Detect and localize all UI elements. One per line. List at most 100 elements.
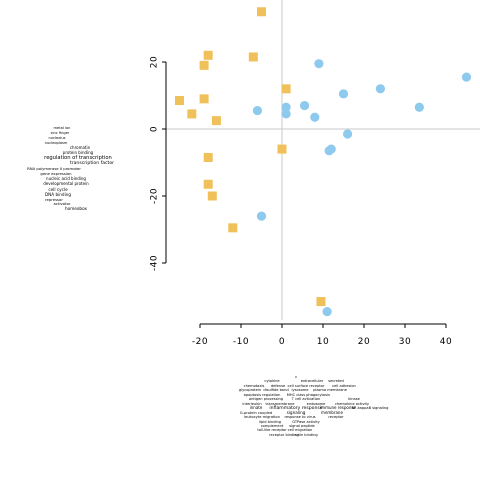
left-cloud-word: gene expression [40,171,72,176]
bottom-cloud-word: receptor [328,415,344,419]
circle-point [314,59,324,69]
bottom-cloud-word: interleukin [242,402,261,406]
bottom-cloud-word: immune response [320,405,356,410]
bottom-cloud-word: apoptosis regulation [244,393,281,397]
square-point [316,297,326,307]
bottom-cloud-word: secreted [328,379,344,383]
bottom-cloud-word: endosome [307,402,327,406]
square-point [203,50,213,60]
bottom-cloud-word: cytokine [264,379,280,383]
bottom-cloud-word: signaling [287,410,306,415]
bottom-cloud-word: membrane [321,410,343,415]
bottom-cloud-word: cell adhesion [332,384,356,388]
x-tick-label: 30 [399,337,411,347]
circle-point [299,100,310,111]
square-point [199,94,209,104]
circle-point [256,211,267,221]
left-cloud-word: cell cycle [48,187,68,192]
bottom-cloud-word: x [295,375,297,379]
bottom-cloud-word: lipid binding [259,420,281,424]
bottom-cloud-word: extracellular [301,379,324,383]
bottom-word-cloud: x cytokine extracellular secreted chemotaxis… [239,375,389,437]
square-point [187,109,197,119]
square-point [248,52,258,62]
x-tick-label: -10 [233,337,249,347]
x-tick-label: 10 [317,337,329,347]
left-cloud-word: nucleic acid binding [46,176,86,181]
bottom-cloud-word: plasma membrane [313,388,348,392]
square-point [175,96,184,106]
bottom-cloud-word: kinase [348,397,360,401]
bottom-cloud-word: glycoprotein [239,388,261,392]
left-cloud-word: regulation of transcription [44,155,112,161]
square-point [199,60,209,70]
square-point [203,152,213,162]
square-point [257,7,266,17]
bottom-cloud-word: cell migration [288,428,313,432]
x-tick-label: 20 [358,337,370,347]
bottom-cloud-word: defense [271,384,286,388]
square-point [277,144,287,154]
circle-point [322,306,332,317]
square-point [203,179,213,189]
y-tick-label: -20 [150,188,160,204]
bottom-cloud-word: innate [250,405,263,410]
bottom-cloud-word: actin binding [294,433,317,437]
square-point [211,116,221,126]
circle-point [281,109,291,119]
left-cloud-word: activator [54,201,71,206]
left-cloud-word: repressor [45,197,63,202]
bottom-cloud-word: chemotaxis [244,384,265,388]
bottom-cloud-word: leukocyte migration [244,415,280,419]
bottom-cloud-word: inflammatory response [269,405,322,411]
left-cloud-word: homeobox [65,206,88,211]
left-cloud-word: zinc finger [51,131,70,135]
bottom-cloud-word: disulfide bond [263,388,288,392]
circle-point [252,105,262,116]
x-tick-label: 0 [279,337,285,347]
bottom-cloud-word: transmembrane [266,402,296,406]
bottom-cloud-word: complement [261,424,284,428]
bottom-cloud-word: MHC class [287,393,306,397]
axes: -20 -10 0 10 20 30 40 -40 -20 0 20 [150,56,452,347]
left-cloud-word: developmental protein [43,181,89,186]
bottom-cloud-word: toll-like receptor [257,428,287,432]
bottom-cloud-word: GTPase activity [292,420,320,424]
circle-point [375,84,385,94]
bottom-cloud-word: T cell activation [291,397,320,401]
bottom-cloud-word: lysosome [292,388,310,392]
left-cloud-word: chromatin [70,145,91,150]
bottom-cloud-word: response to virus [285,415,316,419]
left-cloud-word: transcription factor [70,160,114,166]
circle-point [414,102,424,112]
square-point [281,84,291,94]
bottom-cloud-word: signal peptide [289,424,315,428]
square-point [207,191,217,201]
x-tick-label: 40 [440,337,452,347]
left-cloud-word: nucleolus [48,136,65,140]
square-point [228,223,238,233]
bottom-cloud-word: cell surface receptor [288,384,325,388]
bottom-cloud-word: antigen processing [249,397,283,401]
y-tick-label: 0 [150,126,160,132]
circle-point [281,102,291,112]
left-cloud-word: metal ion [54,126,71,130]
bottom-cloud-word: receptor binding [269,433,299,437]
bottom-cloud-word: NF-kappaB signaling [352,406,389,410]
left-cloud-word: protein binding [63,150,94,155]
bottom-cloud-word: phagocytosis [306,393,330,397]
circle-point [461,72,472,82]
data-points [175,7,472,317]
x-tick-label: -20 [192,337,208,347]
circle-point [310,112,320,122]
circle-point [338,89,349,99]
bottom-cloud-word: G-protein coupled [240,411,272,415]
y-tick-label: -40 [150,255,160,271]
left-cloud-word: nucleoplasm [45,141,68,145]
left-cloud-word: RNA polymerase II promoter [27,166,81,171]
y-tick-label: 20 [150,56,160,68]
left-cloud-word: DNA binding [45,192,72,197]
bottom-cloud-word: chemokine activity [335,402,370,406]
